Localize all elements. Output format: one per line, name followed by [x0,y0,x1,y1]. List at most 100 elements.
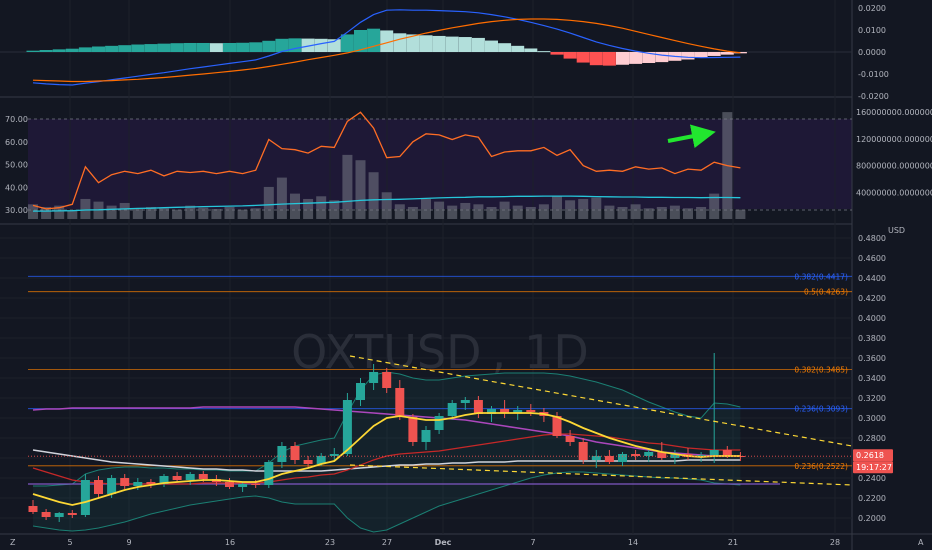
trendline-lower [349,464,853,486]
macd-hist-bar [367,28,381,52]
time-tick-2: 16 [225,538,235,547]
volume-bar [394,204,405,219]
volume-bar [552,196,562,219]
rsi-volume-pane[interactable] [28,111,852,219]
volume-bar [499,201,510,219]
rsi-tick-3: 40.00 [5,183,28,192]
volume-bar [591,197,602,219]
settings-icon[interactable]: A [918,538,924,547]
macd-hist-bar [157,43,171,52]
fib-label-1: 0.5(0.4263) [804,288,848,297]
symbol-watermark: OXTUSD, 1D [291,325,589,379]
macd-hist-bar [458,37,472,52]
price-tick-6: 0.3600 [858,354,886,363]
volume-bar [67,210,78,219]
candle-body [67,513,77,515]
candle-body [41,512,51,517]
volume-bar [669,205,680,219]
volume-bar [381,192,392,219]
macd-pane[interactable] [0,9,852,86]
zoom-icon[interactable]: Z [10,538,16,547]
volume-bar [709,193,720,219]
fib-label-0: 0.382(0.4417) [794,272,848,281]
macd-hist-bar [236,42,250,52]
macd-hist-bar [576,52,590,63]
volume-bar [473,204,484,219]
candle-body [578,442,588,460]
volume-bar [407,206,418,219]
macd-hist-bar [616,52,629,65]
countdown-text: 19:17:27 [856,463,892,472]
candle-body [303,460,313,464]
candle-body [526,410,536,412]
volume-bar [329,200,340,219]
volume-bar [159,208,169,219]
last-price-text: 0.2618 [856,451,884,460]
macd-hist-bar [524,48,538,52]
volume-bar [617,206,628,219]
candle-body [146,482,156,484]
fib-label-3: 0.236(0.3093) [794,405,848,414]
volume-bar [486,206,497,219]
ma-purple [32,406,741,457]
macd-hist-bar [288,38,302,52]
candle-body [198,474,208,479]
candle-body [421,430,431,442]
volume-bar [250,208,261,219]
volume-bar [630,204,641,219]
macd-hist-bar [118,45,132,52]
candle-body [565,436,575,442]
volume-tick-0: 160000000.00000000 [856,108,932,117]
candle-body [644,452,654,456]
macd-hist-bar [39,50,53,52]
macd-hist-bar [380,30,394,52]
candle-body [395,388,405,417]
volume-bar [525,206,536,219]
time-tick-1: 9 [126,538,131,547]
fib-label-4: 0.236(0.2522) [794,462,848,471]
volume-bar [368,172,379,219]
price-tick-13: 0.2200 [858,494,886,503]
price-tick-14: 0.2000 [858,514,886,523]
macd-hist-bar [563,52,577,59]
volume-bar [80,198,91,219]
watermark-sep: , [492,325,507,379]
macd-hist-bar [301,38,315,52]
candle-body [670,454,680,458]
macd-hist-bar [354,30,367,52]
candle-body [552,416,562,436]
macd-tick-3: -0.0100 [858,70,889,79]
candle-body [382,372,392,388]
volume-bar [434,201,445,219]
volume-bar [460,202,471,219]
macd-hist-bar [406,34,420,52]
watermark-interval: 1D [524,325,589,379]
macd-hist-bar [196,42,210,52]
macd-hist-bar [223,42,236,52]
price-pane[interactable]: 0.382(0.4417) 0.5(0.4263) 0.382(0.3485) 0.2… [28,272,853,533]
candle-body [277,446,287,462]
macd-hist-bar [183,42,197,52]
volume-bar [276,177,287,219]
macd-hist-bar [209,43,223,52]
volume-bar [237,209,248,219]
candle-body [473,400,483,414]
candle-body [408,417,418,442]
volume-bar [119,202,130,219]
volume-bar [538,204,549,219]
macd-tick-4: -0.0200 [858,92,889,101]
macd-hist-bar [511,45,525,52]
candle-body [356,383,365,400]
candle-body [172,476,182,480]
bollinger-fill [33,372,741,532]
candle-body [722,450,732,456]
macd-hist-bar [419,35,433,52]
volume-bar [421,198,431,219]
candle-body [513,410,523,413]
candle-body [604,456,614,462]
volume-bar [565,200,576,219]
candle-body [447,403,457,416]
volume-tick-1: 120000000.00000000 [856,135,932,144]
candle-body [264,462,274,485]
